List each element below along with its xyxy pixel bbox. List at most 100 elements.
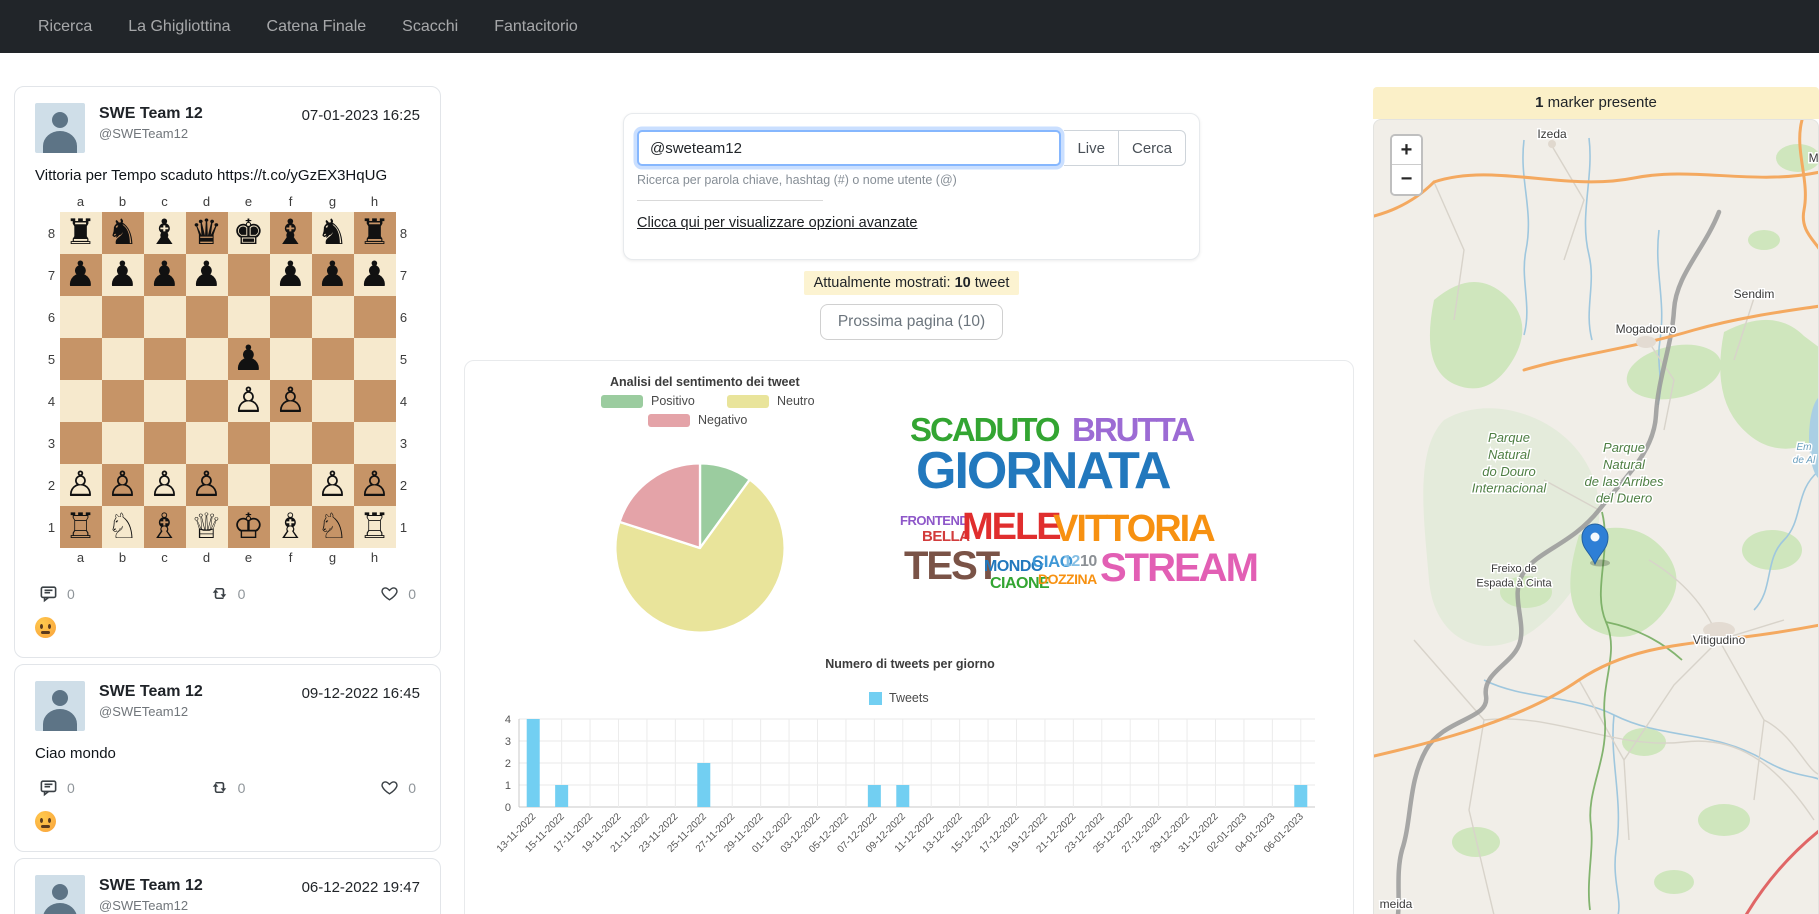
nav-item-fantacitorio[interactable]: Fantacitorio [494,17,578,35]
tweet-actions: 0 0 0 [35,584,420,603]
chess-square-a2: ♙ [59,464,102,506]
chess-square-b8: ♞ [101,212,144,254]
next-page-button[interactable]: Prossima pagina (10) [819,304,1004,340]
comment-icon [40,780,57,797]
chess-square-g4 [311,380,354,422]
nav-item-catena-finale[interactable]: Catena Finale [266,17,367,35]
chess-square-g6 [311,296,354,338]
live-button[interactable]: Live [1064,130,1119,166]
comment-button[interactable]: 0 [39,584,75,603]
chess-square-a3 [59,422,102,464]
rank-label: 8 [399,225,408,241]
map-marker-count: 1 marker presente [1373,87,1819,119]
neutral-face-emoji [35,617,56,638]
chess-square-f4: ♙ [269,380,312,422]
map-marker[interactable] [1581,523,1610,567]
chess-square-c1: ♗ [143,506,186,548]
map[interactable]: + − [1373,119,1819,914]
nav-item-la-ghigliottina[interactable]: La Ghigliottina [128,17,231,35]
chess-square-h6 [353,296,396,338]
legend-swatch-neutro [727,394,769,408]
pie-slice-neutro [614,478,786,634]
map-label: do Douro [1482,464,1535,479]
tweet-actions: 0 0 0 [35,778,420,797]
chess-square-d8: ♛ [185,212,228,254]
legend-swatch-negativo [648,413,690,427]
chess-square-d7: ♟ [185,254,228,296]
rank-label: 5 [399,351,408,367]
zoom-in-button[interactable]: + [1392,136,1421,165]
rank-label: 1 [47,519,56,535]
bar-chart-title: Numero di tweets per giorno [825,657,995,671]
chess-square-g5 [311,338,354,380]
tweet-author-handle: @SWETeam12 [99,704,189,719]
retweet-button[interactable]: 0 [210,778,245,797]
wordcloud-word-mele: MELE [962,506,1062,548]
y-tick-label: 1 [505,780,511,792]
legend-item-positivo: Positivo [601,394,695,408]
legend-swatch-tweets [869,691,882,705]
map-major-roads [1374,120,1818,758]
tweet-card: SWE Team 12 @SWETeam12 06-12-2022 19:47 [14,858,441,914]
comment-count: 0 [67,585,75,602]
wordcloud-word-frontend: FRONTEND [900,513,969,528]
wordcloud-word-12: 12 [1063,553,1080,570]
chess-square-h3 [353,422,396,464]
y-tick-label: 3 [505,736,511,748]
rank-label: 4 [47,393,56,409]
advanced-options-link[interactable]: Clicca qui per visualizzare opzioni avan… [637,215,918,231]
chess-square-b6 [101,296,144,338]
chess-square-c2: ♙ [143,464,186,506]
rank-label: 7 [399,267,408,283]
search-input[interactable] [637,130,1062,166]
chess-square-b4 [101,380,144,422]
tweet-text: Vittoria per Tempo scaduto https://t.co/… [35,167,388,184]
like-button[interactable]: 0 [380,778,416,797]
chess-square-b1: ♘ [101,506,144,548]
tweet-author-handle: @SWETeam12 [99,126,189,141]
comment-button[interactable]: 0 [39,778,75,797]
rank-label: 7 [47,267,56,283]
avatar [35,681,85,731]
comment-count: 0 [67,779,75,796]
map-green-areas [1429,144,1818,894]
tweet-timestamp: 07-01-2023 16:25 [301,107,420,124]
like-button[interactable]: 0 [380,584,416,603]
wordcloud-word-test: TEST [904,544,1000,588]
wordcloud-word-vittoria: VITTORIA [1053,508,1216,550]
map-canvas: Izeda Sendim Mogadouro Parque Natural do Dour… [1374,120,1818,914]
search-button[interactable]: Cerca [1117,130,1186,166]
chess-square-f7: ♟ [269,254,312,296]
chess-square-c8: ♝ [143,212,186,254]
pie-slice-negativo [618,462,702,550]
nav-item-scacchi[interactable]: Scacchi [402,17,459,35]
map-red-road [1744,829,1818,914]
zoom-out-button[interactable]: − [1392,165,1421,194]
wordcloud-word-stream: STREAM [1100,546,1259,590]
map-park-area [1423,408,1600,646]
legend-label: Positivo [651,394,695,408]
rank-label: 3 [47,435,56,451]
nav-item-ricerca[interactable]: Ricerca [38,17,93,35]
chess-square-b7: ♟ [101,254,144,296]
map-label: Espada à Cinta [1476,577,1552,589]
map-panel: 1 marker presente + − [1373,87,1819,914]
chess-square-a7: ♟ [59,254,102,296]
chess-square-c5 [143,338,186,380]
y-tick-label: 0 [505,802,511,814]
chess-square-f2 [269,464,312,506]
nav-items: Ricerca La Ghigliottina Catena Finale Scacc… [38,18,578,36]
chessboard: a b c d e f g h 8 ♜ ♞ ♝ ♛ ♚ ♝ ♞ ♜ 8 7 ♟ ♟ ♟ ♟ ♟ ♟ ♟ 7 6 6 5 ♟ 5 4 ♙ ♙ 4 3 3 2 ♙… [44,192,412,568]
retweet-button[interactable]: 0 [210,584,245,603]
chess-square-h4 [353,380,396,422]
tweet-timestamp: 09-12-2022 16:45 [301,685,420,702]
chess-square-a6 [59,296,102,338]
tweet-author-name: SWE Team 12 [99,683,203,700]
tweet-list: SWE Team 12 @SWETeam12 07-01-2023 16:25 Vit… [14,86,441,914]
y-tick-label: 2 [505,758,511,770]
map-label: Natural [1603,457,1646,472]
chess-square-e8: ♚ [227,212,270,254]
map-label: Natural [1488,447,1531,462]
